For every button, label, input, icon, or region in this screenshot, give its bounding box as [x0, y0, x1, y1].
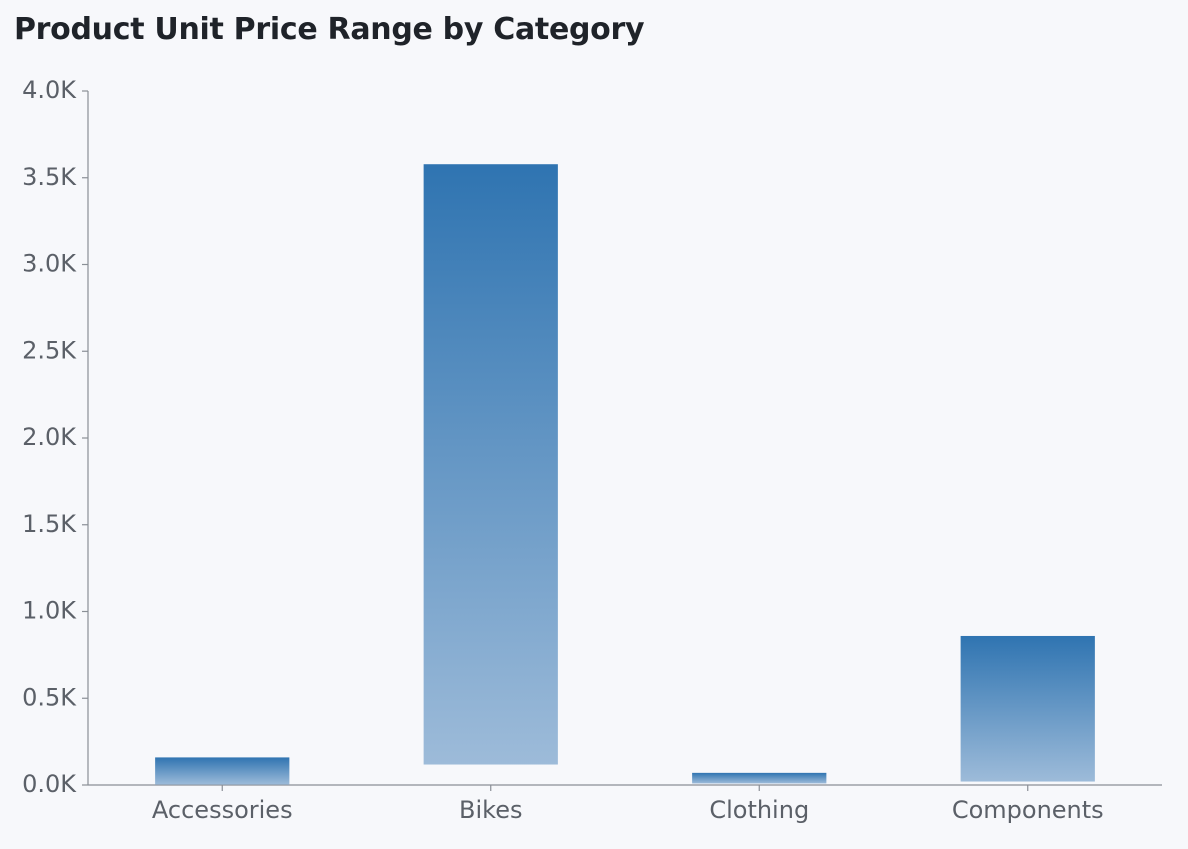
y-tick-label: 0.5K	[22, 683, 77, 711]
y-tick-label: 4.0K	[22, 76, 77, 104]
x-tick-label: Accessories	[152, 796, 293, 824]
x-tick-label: Clothing	[709, 796, 809, 824]
y-tick-label: 2.0K	[22, 423, 77, 451]
y-tick-label: 3.0K	[22, 250, 77, 278]
y-tick-label: 1.0K	[22, 597, 77, 625]
x-tick-label: Bikes	[459, 796, 522, 824]
x-tick-label: Components	[952, 796, 1104, 824]
bar-components	[960, 635, 1095, 782]
chart-title: Product Unit Price Range by Category	[14, 12, 645, 47]
tick-labels: 0.0K 0.5K 1.0K 1.5K 2.0K 2.5K 3.0K 3.5K 4.0K Acce…	[22, 76, 1104, 824]
bar-bikes	[423, 164, 558, 765]
bar-accessories	[155, 757, 290, 785]
y-tick-label: 2.5K	[22, 336, 77, 364]
y-tick-label: 0.0K	[22, 770, 77, 798]
y-tick-label: 3.5K	[22, 163, 77, 191]
axes	[82, 90, 1162, 791]
bar-clothing	[692, 772, 827, 784]
bars	[155, 164, 1095, 785]
y-tick-label: 1.5K	[22, 510, 77, 538]
